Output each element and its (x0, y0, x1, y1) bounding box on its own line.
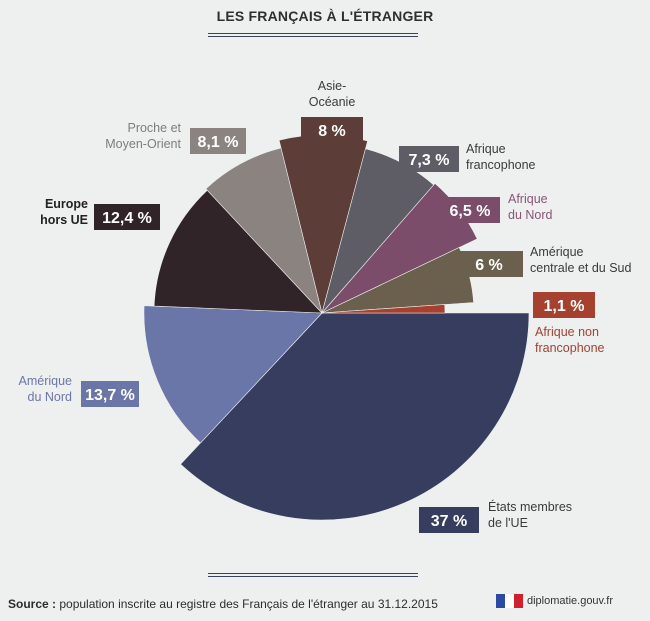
title-divider (208, 33, 418, 37)
value-label-5: 8 % (318, 123, 346, 140)
slice-2 (143, 305, 323, 444)
value-box-3 (94, 204, 160, 230)
value-label-4: 8,1 % (198, 134, 239, 151)
value-box-7 (440, 197, 500, 223)
value-label-9: 1,1 % (544, 298, 585, 315)
category-label-2: Amérique du Nord (19, 374, 73, 404)
slice-1 (180, 312, 530, 521)
value-label-2: 13,7 % (85, 387, 135, 404)
value-box-8 (455, 251, 523, 277)
category-label-line: Proche et (127, 121, 181, 135)
brand[interactable]: diplomatie.gouv.fr (496, 594, 613, 608)
value-box-2 (81, 381, 139, 407)
pie-slices (143, 134, 530, 521)
category-label-line: de l'UE (488, 516, 528, 530)
category-label-line: francophone (466, 158, 536, 172)
value-box-5 (301, 117, 363, 143)
category-label-8: Amérique centrale et du Sud (530, 245, 632, 275)
value-label-7: 6,5 % (450, 203, 491, 220)
category-label-line: francophone (535, 341, 605, 355)
category-label-9: Afrique non francophone (535, 325, 605, 355)
value-label-8: 6 % (475, 257, 503, 274)
flag-red-stripe (514, 594, 523, 608)
category-label-line: États membres (488, 499, 572, 514)
category-label-line: centrale et du Sud (530, 261, 632, 275)
flag-blue-stripe (496, 594, 505, 608)
category-label-line: du Nord (508, 208, 553, 222)
category-label-1: États membres de l'UE (488, 499, 572, 530)
category-label-line: Afrique (508, 192, 548, 206)
french-flag-icon (496, 594, 523, 608)
slice-3 (153, 189, 323, 314)
category-label-3: Europe hors UE (40, 197, 88, 227)
value-box-6 (399, 146, 459, 172)
category-label-line: Asie- (318, 79, 346, 93)
source-note: Source : population inscrite au registre… (8, 597, 438, 611)
category-label-line: Moyen-Orient (105, 137, 181, 151)
category-label-line: Afrique (466, 142, 506, 156)
category-label-line: hors UE (40, 213, 88, 227)
brand-name: diplomatie.gouv.fr (527, 595, 614, 607)
value-box-1 (419, 507, 479, 533)
pie-labels: 37 % États membres de l'UE 13,7 % Amérique du… (19, 79, 632, 533)
value-label-3: 12,4 % (102, 210, 152, 227)
category-label-4: Proche et Moyen-Orient (105, 121, 181, 151)
source-text: population inscrite au registre des Fran… (56, 597, 438, 611)
category-label-line: Océanie (309, 95, 356, 109)
category-label-line: Afrique non (535, 325, 599, 339)
category-label-5: Asie- Océanie (309, 79, 356, 109)
category-label-line: Amérique (19, 374, 73, 388)
flag-white-stripe (505, 594, 514, 608)
value-box-9 (533, 292, 595, 318)
value-label-1: 37 % (431, 513, 467, 530)
category-label-6: Afrique francophone (466, 142, 536, 172)
value-box-4 (190, 128, 246, 154)
footer-divider (208, 573, 418, 577)
slice-9 (321, 304, 446, 314)
category-label-line: du Nord (28, 390, 73, 404)
chart-title: LES FRANÇAIS À L'ÉTRANGER (216, 8, 434, 24)
category-label-line: Europe (45, 197, 88, 211)
value-label-6: 7,3 % (409, 152, 450, 169)
category-label-7: Afrique du Nord (508, 192, 553, 222)
pie-chart: 37 % États membres de l'UE 13,7 % Amérique du… (19, 79, 632, 533)
source-label: Source : (8, 597, 57, 611)
category-label-line: Amérique (530, 245, 584, 259)
